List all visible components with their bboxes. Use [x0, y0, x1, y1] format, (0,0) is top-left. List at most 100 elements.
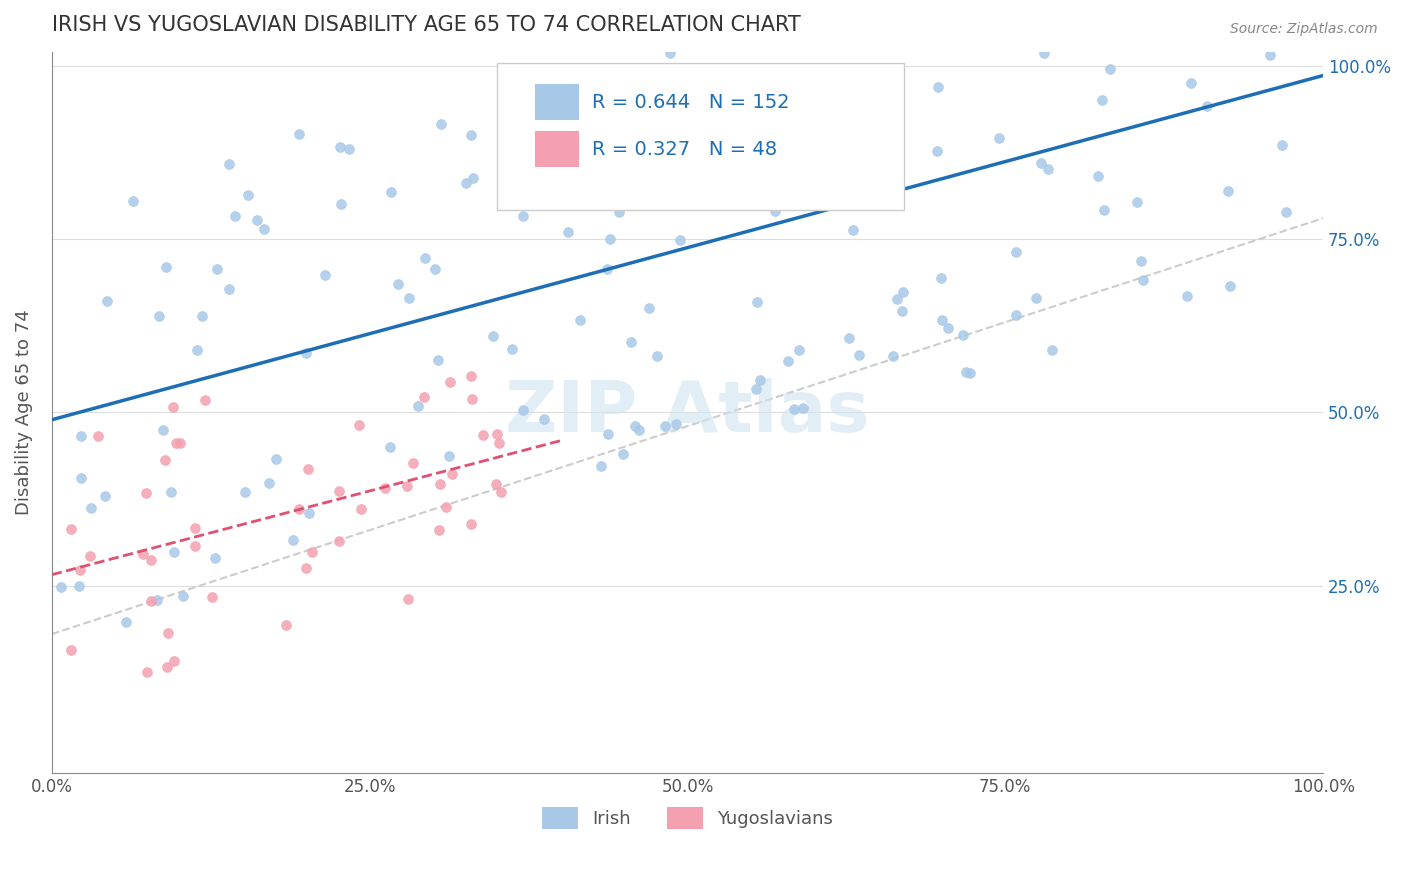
Point: [148, 309, 170, 323]
Point: [1271, 138, 1294, 153]
Point: [654, 419, 676, 434]
Point: [183, 539, 205, 553]
Point: [533, 412, 555, 426]
Point: [768, 24, 790, 38]
Point: [378, 441, 401, 455]
Text: Source: ZipAtlas.com: Source: ZipAtlas.com: [1230, 22, 1378, 37]
Point: [429, 477, 451, 491]
Point: [297, 461, 319, 475]
Point: [136, 665, 159, 679]
Point: [1091, 93, 1114, 107]
Point: [645, 349, 668, 363]
Point: [842, 223, 865, 237]
Point: [634, 69, 657, 83]
Point: [460, 516, 482, 531]
Point: [413, 251, 436, 265]
Point: [491, 91, 513, 105]
Point: [49, 580, 72, 594]
Point: [1014, 24, 1036, 38]
Point: [596, 426, 619, 441]
Point: [427, 353, 450, 368]
Point: [295, 346, 318, 360]
Point: [643, 27, 665, 41]
Point: [599, 232, 621, 246]
Point: [1040, 3, 1063, 17]
Point: [172, 589, 194, 603]
Point: [778, 353, 800, 368]
Point: [152, 423, 174, 437]
Point: [60, 643, 83, 657]
Point: [640, 106, 662, 120]
Point: [1005, 308, 1028, 322]
Text: R = 0.327   N = 48: R = 0.327 N = 48: [592, 140, 778, 159]
Point: [908, 38, 931, 53]
Point: [1040, 343, 1063, 357]
Point: [184, 521, 207, 535]
Point: [844, 176, 866, 190]
Point: [163, 545, 186, 559]
Point: [235, 485, 257, 500]
Point: [408, 399, 430, 413]
Point: [783, 402, 806, 417]
Point: [461, 392, 484, 406]
Point: [347, 418, 370, 433]
Point: [859, 153, 882, 168]
Point: [204, 550, 226, 565]
Point: [1033, 46, 1056, 61]
Point: [287, 501, 309, 516]
Point: [1175, 289, 1198, 303]
FancyBboxPatch shape: [496, 62, 904, 211]
Point: [703, 161, 725, 175]
Point: [398, 291, 420, 305]
Point: [93, 489, 115, 503]
Text: IRISH VS YUGOSLAVIAN DISABILITY AGE 65 TO 74 CORRELATION CHART: IRISH VS YUGOSLAVIAN DISABILITY AGE 65 T…: [52, 15, 800, 35]
Point: [79, 549, 101, 563]
Point: [987, 131, 1010, 145]
Point: [882, 349, 904, 363]
Point: [236, 187, 259, 202]
Point: [454, 176, 477, 190]
Point: [488, 436, 510, 450]
Point: [485, 427, 508, 442]
Point: [380, 185, 402, 199]
Point: [485, 477, 508, 491]
Point: [1126, 194, 1149, 209]
Point: [135, 485, 157, 500]
Point: [160, 485, 183, 500]
Point: [751, 18, 773, 32]
Point: [441, 467, 464, 481]
Point: [665, 417, 688, 431]
Point: [886, 292, 908, 306]
Point: [838, 331, 860, 345]
Point: [927, 80, 949, 95]
Point: [60, 522, 83, 536]
Point: [115, 615, 138, 629]
Point: [141, 552, 163, 566]
Point: [157, 626, 180, 640]
Point: [87, 429, 110, 443]
Point: [224, 210, 246, 224]
Point: [792, 401, 814, 416]
Point: [328, 534, 350, 549]
Point: [481, 328, 503, 343]
Point: [620, 334, 643, 349]
Point: [472, 428, 495, 442]
Point: [763, 203, 786, 218]
Point: [257, 476, 280, 491]
Point: [779, 169, 801, 184]
Point: [396, 479, 419, 493]
Point: [1008, 31, 1031, 45]
Point: [156, 660, 179, 674]
Y-axis label: Disability Age 65 to 74: Disability Age 65 to 74: [15, 310, 32, 516]
Point: [122, 194, 145, 209]
Point: [637, 301, 659, 316]
Point: [489, 485, 512, 500]
Legend: Irish, Yugoslavians: Irish, Yugoslavians: [534, 799, 841, 836]
Point: [512, 403, 534, 417]
Point: [1129, 253, 1152, 268]
Point: [524, 112, 547, 127]
Point: [591, 458, 613, 473]
Point: [1004, 244, 1026, 259]
Point: [1098, 62, 1121, 76]
Point: [436, 500, 458, 515]
